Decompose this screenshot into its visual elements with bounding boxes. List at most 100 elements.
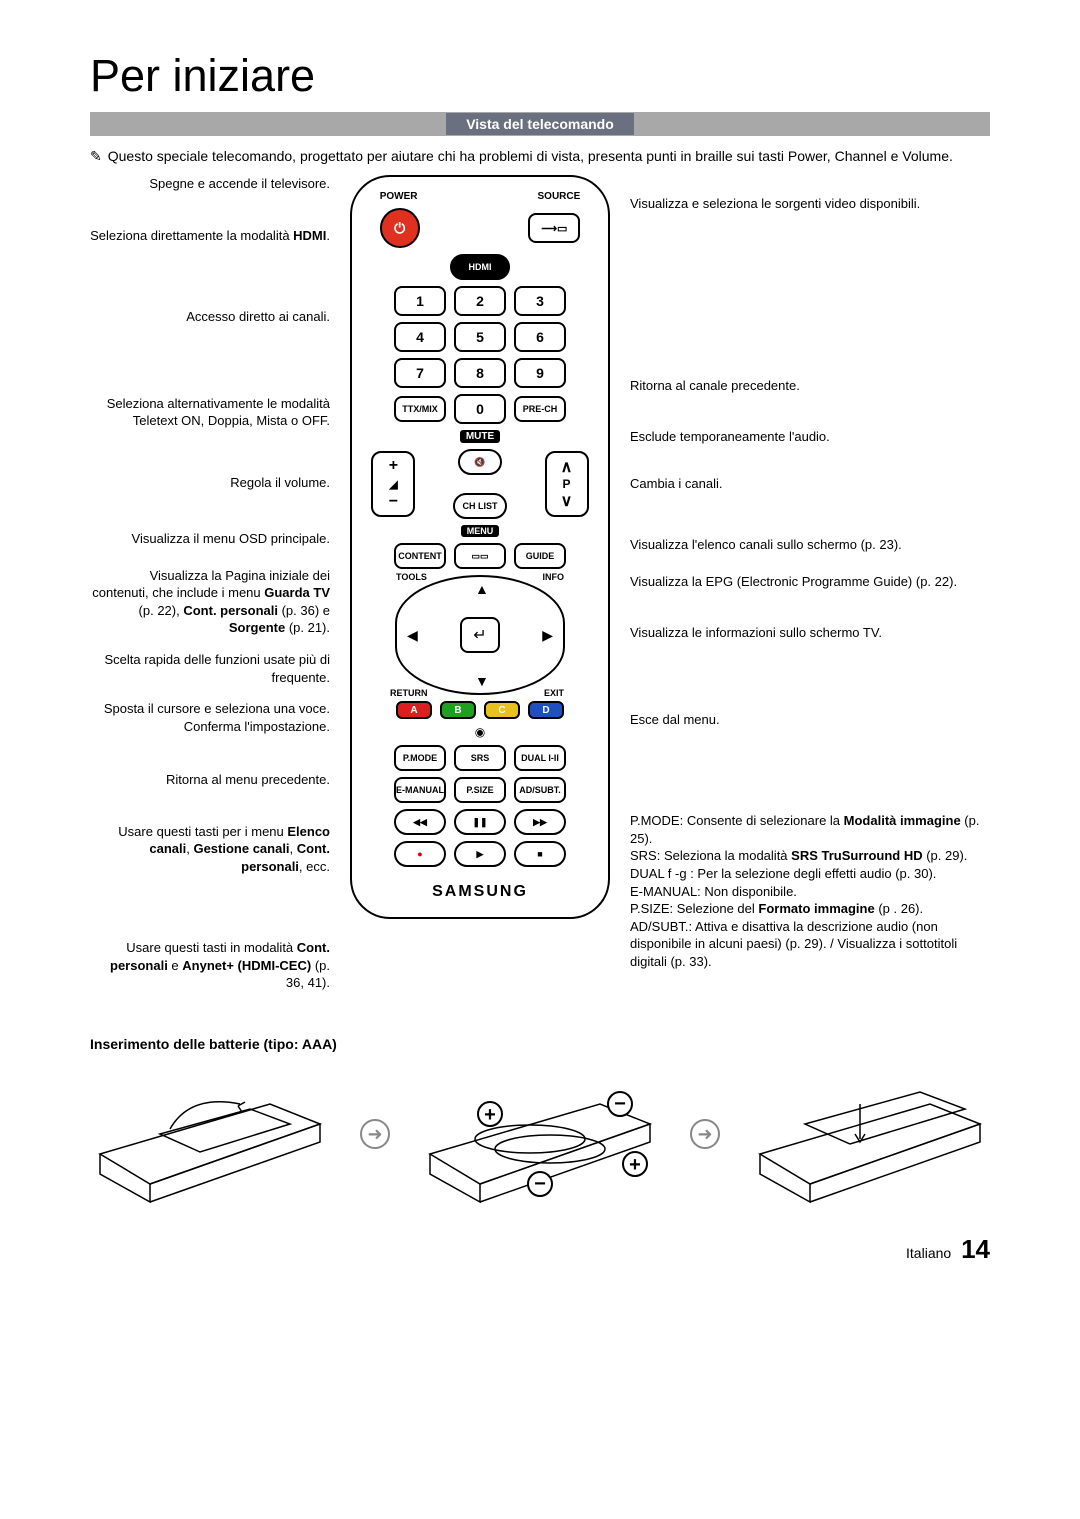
ch-label: P [563, 477, 571, 491]
description-item: Usare questi tasti per i menu Elenco can… [90, 823, 330, 876]
label-power: POWER [380, 191, 418, 202]
description-item: P.MODE: Consente di selezionare la Modal… [630, 812, 990, 970]
arrow-up-icon: ▲ [475, 581, 489, 597]
description-item: Visualizza l'elenco canali sullo schermo… [630, 536, 990, 554]
description-item: Visualizza la EPG (Electronic Programme … [630, 573, 990, 591]
battery-title: Inserimento delle batterie (tipo: AAA) [90, 1036, 990, 1052]
remote-wrapper: POWER SOURCE ⏻ ⟶▭ HDMI 123 456 789 TTX/M… [350, 175, 610, 1006]
color-a-button[interactable]: A [396, 701, 432, 719]
footer-page-number: 14 [961, 1234, 990, 1264]
description-item: Ritorna al canale precedente. [630, 377, 990, 395]
battery-step-3 [750, 1064, 990, 1204]
description-item: Esclude temporaneamente l'audio. [630, 428, 990, 446]
chlist-button[interactable]: CH LIST [453, 493, 507, 519]
description-item: Scelta rapida delle funzioni usate più d… [90, 651, 330, 686]
digit-4[interactable]: 4 [394, 322, 446, 352]
rewind-button[interactable]: ◀◀ [394, 809, 446, 835]
arrow-left-icon: ◀ [407, 627, 418, 644]
vol-icon: ◢ [389, 478, 397, 491]
brand-logo: SAMSUNG [432, 883, 528, 901]
description-item: Seleziona alternativamente le modalità T… [90, 395, 330, 430]
battery-step-2: + − − + [420, 1064, 660, 1204]
description-item: Cambia i canali. [630, 475, 990, 493]
description-item: Accesso diretto ai canali. [90, 308, 330, 326]
label-source: SOURCE [538, 191, 581, 202]
guide-button[interactable]: GUIDE [514, 543, 566, 569]
digit-7[interactable]: 7 [394, 358, 446, 388]
ch-up-icon: ∧ [561, 457, 573, 477]
prech-button[interactable]: PRE-CH [514, 396, 566, 422]
digit-5[interactable]: 5 [454, 322, 506, 352]
left-descriptions: Spegne e accende il televisore. Seleziona… [90, 175, 350, 1006]
page-title: Per iniziare [90, 50, 990, 102]
source-button[interactable]: ⟶▭ [528, 213, 580, 243]
arrow-down-icon: ▼ [475, 673, 489, 689]
svg-text:+: + [484, 1104, 496, 1126]
description-item: Visualizza e seleziona le sorgenti video… [630, 195, 990, 213]
description-item: Ritorna al menu precedente. [90, 771, 330, 789]
color-b-button[interactable]: B [440, 701, 476, 719]
svg-text:−: − [534, 1173, 546, 1195]
content-button[interactable]: CONTENT [394, 543, 446, 569]
description-item: Visualizza il menu OSD principale. [90, 530, 330, 548]
step-arrow-2-icon: ➜ [690, 1119, 720, 1149]
description-item: Spegne e accende il televisore. [90, 175, 330, 193]
ff-button[interactable]: ▶▶ [514, 809, 566, 835]
digit-3[interactable]: 3 [514, 286, 566, 316]
pause-button[interactable]: ❚❚ [454, 809, 506, 835]
menu-label: MENU [461, 525, 500, 537]
description-item: Sposta il cursore e seleziona una voce. … [90, 700, 330, 735]
dual-button[interactable]: DUAL I-II [514, 745, 566, 771]
ch-down-icon: ∨ [561, 491, 573, 511]
record-button[interactable]: ● [394, 841, 446, 867]
step-arrow-1-icon: ➜ [360, 1119, 390, 1149]
play-button[interactable]: ▶ [454, 841, 506, 867]
svg-text:−: − [614, 1093, 626, 1115]
description-item: Visualizza le informazioni sullo schermo… [630, 624, 990, 642]
digit-6[interactable]: 6 [514, 322, 566, 352]
battery-step-1 [90, 1064, 330, 1204]
digit-9[interactable]: 9 [514, 358, 566, 388]
digit-2[interactable]: 2 [454, 286, 506, 316]
footer-language: Italiano [906, 1245, 951, 1261]
svg-text:+: + [629, 1154, 641, 1176]
volume-rocker[interactable]: + ◢ − [371, 451, 415, 517]
emanual-button[interactable]: E-MANUAL [394, 777, 446, 803]
digit-0[interactable]: 0 [454, 394, 506, 424]
color-buttons: A B C D [362, 701, 598, 719]
ttx-button[interactable]: TTX/MIX [394, 396, 446, 422]
remote: POWER SOURCE ⏻ ⟶▭ HDMI 123 456 789 TTX/M… [350, 175, 610, 919]
power-button[interactable]: ⏻ [380, 208, 420, 248]
battery-steps: ➜ + − − + ➜ [90, 1064, 990, 1204]
stop-button[interactable]: ■ [514, 841, 566, 867]
page-footer: Italiano 14 [90, 1234, 990, 1265]
digit-1[interactable]: 1 [394, 286, 446, 316]
dpad[interactable]: ↵ ▲ ▼ ◀ ▶ [395, 575, 565, 695]
enter-button[interactable]: ↵ [460, 617, 500, 653]
mute-button[interactable]: 🔇 [458, 449, 502, 475]
eye-icon: ◉ [475, 725, 485, 739]
intro-note: ✎ Questo speciale telecomando, progettat… [90, 148, 990, 165]
color-d-button[interactable]: D [528, 701, 564, 719]
menu-button[interactable]: ▭▭ [454, 543, 506, 569]
vol-down-icon: − [389, 493, 398, 511]
section-header: Vista del telecomando [446, 113, 634, 135]
hdmi-button[interactable]: HDMI [450, 254, 510, 280]
color-c-button[interactable]: C [484, 701, 520, 719]
channel-rocker[interactable]: ∧ P ∨ [545, 451, 589, 517]
pmode-button[interactable]: P.MODE [394, 745, 446, 771]
adsubt-button[interactable]: AD/SUBT. [514, 777, 566, 803]
psize-button[interactable]: P.SIZE [454, 777, 506, 803]
description-item: Usare questi tasti in modalità Cont. per… [90, 939, 330, 992]
description-item: Esce dal menu. [630, 711, 990, 729]
mute-label: MUTE [460, 430, 500, 443]
digit-8[interactable]: 8 [454, 358, 506, 388]
description-item: Seleziona direttamente la modalità HDMI. [90, 227, 330, 245]
right-descriptions: Visualizza e seleziona le sorgenti video… [610, 175, 990, 1006]
arrow-right-icon: ▶ [542, 627, 553, 644]
vol-up-icon: + [389, 457, 398, 475]
section-header-bar: Vista del telecomando [90, 112, 990, 136]
srs-button[interactable]: SRS [454, 745, 506, 771]
intro-text: Questo speciale telecomando, progettato … [108, 148, 953, 165]
description-item: Visualizza la Pagina iniziale dei conten… [90, 567, 330, 637]
